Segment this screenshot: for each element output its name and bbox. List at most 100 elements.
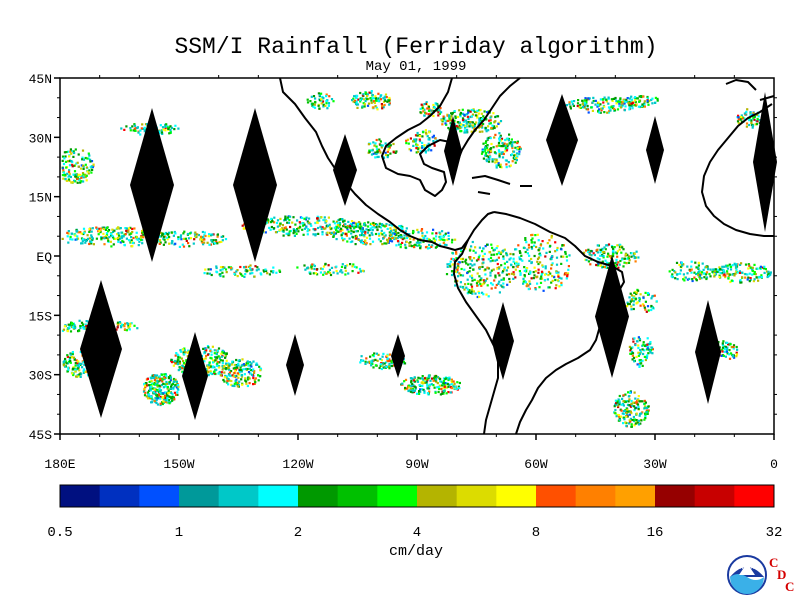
rain-pixel bbox=[292, 229, 296, 232]
rain-pixel bbox=[252, 383, 255, 386]
rain-pixel bbox=[537, 268, 540, 271]
rain-pixel bbox=[500, 251, 503, 254]
rain-pixel bbox=[470, 115, 474, 118]
rain-pixel bbox=[386, 156, 389, 159]
colorbar-swatch bbox=[337, 485, 378, 507]
rain-pixel bbox=[360, 97, 364, 100]
rain-pixel bbox=[760, 276, 763, 279]
rain-pixel bbox=[162, 382, 165, 385]
rain-pixel bbox=[377, 97, 380, 100]
rain-pixel bbox=[700, 273, 703, 276]
rain-pixel bbox=[151, 382, 154, 385]
rain-pixel bbox=[460, 250, 463, 253]
rain-pixel bbox=[91, 237, 94, 240]
rain-pixel bbox=[558, 285, 561, 288]
rain-pixel bbox=[139, 236, 143, 239]
rain-pixel bbox=[638, 337, 641, 341]
rain-pixel bbox=[444, 382, 447, 385]
rain-pixel bbox=[528, 254, 531, 257]
rain-pixel bbox=[133, 123, 136, 126]
rain-pixel bbox=[523, 246, 526, 250]
rain-pixel bbox=[327, 270, 330, 274]
rain-pixel bbox=[548, 286, 551, 289]
rain-pixel bbox=[382, 106, 385, 109]
rain-pixel bbox=[643, 402, 646, 405]
rain-pixel bbox=[61, 167, 65, 170]
rain-pixel bbox=[647, 345, 650, 348]
rain-pixel bbox=[759, 266, 762, 270]
rain-pixel bbox=[618, 418, 621, 421]
rain-pixel bbox=[422, 240, 425, 243]
rain-pixel bbox=[66, 354, 69, 357]
rain-pixel bbox=[508, 280, 511, 283]
rain-pixel bbox=[79, 231, 82, 234]
rain-pixel bbox=[324, 104, 327, 107]
rain-pixel bbox=[533, 274, 536, 277]
rain-pixel bbox=[81, 324, 84, 327]
rain-pixel bbox=[284, 218, 287, 221]
rain-pixel bbox=[505, 269, 508, 272]
rain-pixel bbox=[500, 264, 503, 267]
rain-pixel bbox=[365, 228, 368, 231]
rain-pixel bbox=[413, 389, 416, 392]
rain-pixel bbox=[353, 101, 357, 104]
rain-pixel bbox=[388, 96, 391, 100]
rain-pixel bbox=[378, 138, 381, 141]
colorbar-swatch bbox=[536, 485, 577, 507]
rain-pixel bbox=[391, 224, 394, 227]
rain-pixel bbox=[423, 377, 426, 380]
rain-pixel bbox=[729, 343, 732, 346]
rain-pixel bbox=[499, 120, 503, 123]
rain-pixel bbox=[233, 272, 236, 275]
rain-pixel bbox=[625, 98, 628, 101]
rain-pixel bbox=[628, 398, 631, 401]
rain-pixel bbox=[234, 379, 237, 382]
rain-pixel bbox=[629, 352, 632, 355]
rain-pixel bbox=[509, 252, 512, 256]
rain-pixel bbox=[244, 273, 247, 276]
rain-pixel bbox=[718, 275, 721, 278]
rain-pixel bbox=[206, 345, 210, 348]
rain-pixel bbox=[76, 161, 79, 164]
rain-pixel bbox=[616, 401, 619, 404]
rain-pixel bbox=[646, 354, 649, 357]
rain-pixel bbox=[384, 99, 387, 102]
rain-pixel bbox=[731, 273, 734, 276]
rain-pixel bbox=[156, 384, 159, 387]
rain-pixel bbox=[734, 272, 737, 275]
rain-pixel bbox=[412, 230, 415, 233]
rain-pixel bbox=[605, 98, 608, 101]
rain-pixel bbox=[625, 411, 628, 415]
rain-pixel bbox=[445, 119, 448, 123]
rain-pixel bbox=[646, 337, 649, 340]
rain-pixel bbox=[468, 249, 472, 252]
rain-pixel bbox=[478, 246, 481, 249]
rain-pixel bbox=[152, 374, 155, 377]
rain-pixel bbox=[66, 172, 69, 175]
rain-pixel bbox=[113, 229, 116, 232]
rain-pixel bbox=[225, 359, 228, 362]
rain-pixel bbox=[550, 236, 553, 239]
rain-pixel bbox=[508, 277, 511, 281]
rain-pixel bbox=[231, 384, 234, 387]
rain-pixel bbox=[69, 353, 72, 356]
rain-pixel bbox=[309, 100, 312, 103]
rain-pixel bbox=[566, 272, 570, 275]
rain-pixel bbox=[227, 378, 230, 381]
rain-pixel bbox=[470, 290, 473, 293]
rain-pixel bbox=[305, 226, 308, 229]
rain-pixel bbox=[557, 275, 560, 278]
rain-pixel bbox=[473, 110, 477, 113]
rain-pixel bbox=[212, 239, 215, 242]
rain-pixel bbox=[637, 336, 640, 339]
rain-pixel bbox=[643, 105, 646, 108]
rain-pixel bbox=[420, 229, 423, 232]
rain-pixel bbox=[718, 266, 721, 269]
rain-pixel bbox=[399, 243, 402, 246]
rain-pixel bbox=[576, 102, 580, 105]
rain-pixel bbox=[522, 282, 525, 285]
rain-pixel bbox=[406, 138, 409, 141]
rain-pixel bbox=[354, 225, 358, 228]
rain-pixel bbox=[630, 294, 634, 297]
rain-pixel bbox=[411, 391, 414, 394]
